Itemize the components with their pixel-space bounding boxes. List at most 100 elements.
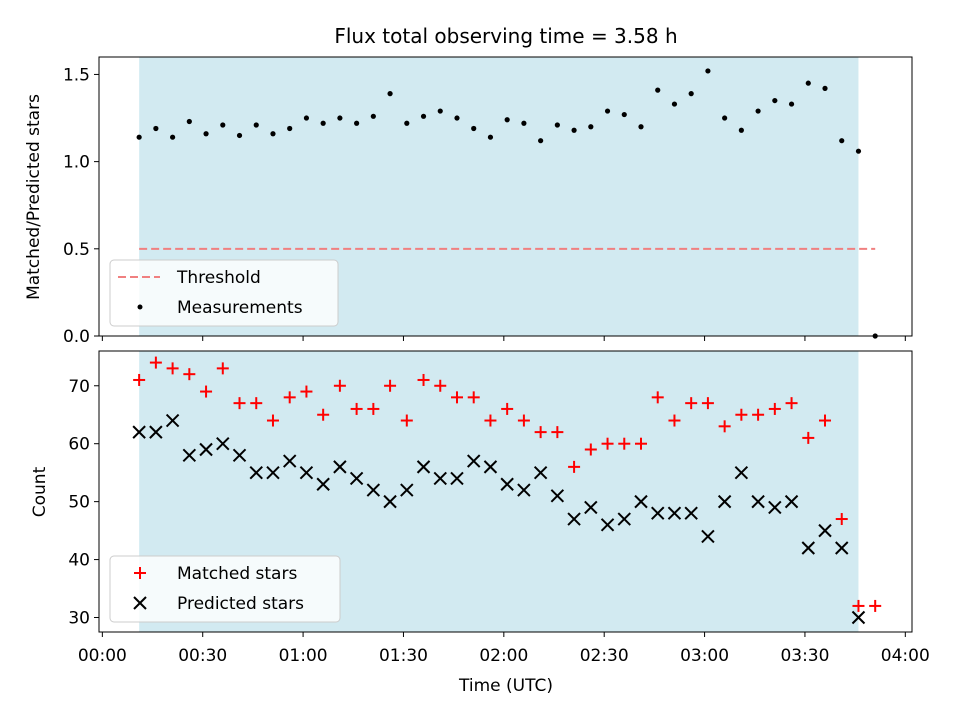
measurement-point [554, 122, 560, 128]
predicted-star-point [533, 465, 548, 480]
predicted-star-point [617, 512, 631, 526]
matched-star-point [668, 414, 681, 427]
predicted-star-point [717, 494, 732, 509]
matched-star-point [149, 356, 162, 369]
measurement-point [337, 115, 343, 121]
matched-star-point [568, 460, 581, 473]
bottom-panel: 30 40 50 60 70 00:00 00:30 01:00 01:30 02:00 02:3… [30, 350, 930, 696]
measurement-point [287, 125, 293, 132]
chart-title: Flux total observing time = 3.58 h [334, 24, 677, 48]
measurement-point [738, 127, 744, 133]
matched-star-point [384, 379, 397, 392]
measurement-points [136, 68, 878, 339]
x-axis-label: Time (UTC) [458, 676, 553, 696]
matched-star-point [735, 408, 748, 421]
measurement-point [755, 108, 761, 114]
matched-star-point [450, 391, 463, 404]
legend-predicted-label: Predicted stars [177, 594, 304, 614]
matched-star-point [651, 391, 664, 404]
matched-star-point [835, 513, 848, 526]
top-legend-box [109, 259, 339, 327]
x-tick-label: 00:00 [78, 646, 127, 666]
matched-star-point [618, 437, 631, 450]
predicted-star-point [282, 454, 297, 468]
matched-star-point [233, 397, 246, 410]
predicted-star-point [450, 471, 464, 486]
top-y-tick-label: 0.5 [63, 240, 90, 260]
matched-star-point [534, 426, 547, 439]
measurement-point [420, 113, 427, 119]
bottom-y-tick-label: 60 [68, 435, 90, 455]
measurement-point [404, 120, 410, 126]
matched-star-point [350, 402, 363, 415]
bottom-axes-frame [98, 350, 913, 633]
predicted-star-point [550, 489, 565, 503]
measurement-point [487, 134, 494, 140]
measurement-point [471, 125, 477, 132]
matched-star-point [300, 385, 313, 398]
matched-star-point [551, 426, 564, 439]
predicted-star-point [132, 425, 146, 439]
x-tick-label: 03:30 [780, 646, 829, 666]
predicted-star-point [299, 465, 314, 480]
matched-star-point [283, 391, 296, 404]
predicted-star-point [634, 494, 648, 509]
measurement-point [220, 122, 226, 128]
matched-star-point [785, 397, 798, 410]
top-y-tick-label: 1.5 [63, 65, 90, 85]
measurement-point [822, 85, 828, 91]
matched-star-point [718, 420, 731, 433]
top-panel: 0.0 0.5 1.0 1.5 Matched/Predicted stars Thr… [24, 56, 913, 347]
predicted-star-point [584, 500, 598, 515]
predicted-star-point [400, 483, 414, 497]
measurement-point [788, 101, 795, 107]
matched-star-point [216, 362, 229, 375]
matched-star-point [484, 414, 497, 427]
measurement-point [705, 68, 711, 74]
matched-star-point [166, 362, 179, 375]
measurement-point [621, 111, 627, 118]
predicted-star-point [667, 506, 682, 520]
measurement-point [655, 87, 661, 93]
predicted-star-point [249, 465, 263, 480]
measurement-point [303, 115, 310, 121]
measurement-point [354, 120, 360, 126]
predicted-star-point [266, 465, 280, 480]
measurement-point [521, 120, 527, 126]
legend-matched-swatch [134, 567, 146, 579]
predicted-star-point [366, 483, 381, 497]
x-tick-label: 04:00 [881, 646, 930, 666]
measurement-point [153, 125, 159, 132]
predicted-star-point [433, 471, 447, 486]
predicted-star-point [851, 610, 866, 625]
measurement-point [604, 108, 611, 114]
matched-star-point [200, 385, 213, 398]
top-y-axis: 0.0 0.5 1.0 1.5 [63, 65, 99, 347]
x-tick-label: 02:30 [580, 646, 629, 666]
predicted-star-point [701, 529, 715, 544]
predicted-star-point [734, 465, 749, 480]
top-legend: Threshold Measurements [109, 259, 339, 327]
matched-star-point [266, 414, 279, 427]
matched-star-point [317, 408, 330, 421]
matched-star-point [434, 379, 447, 392]
x-tick-label: 00:30 [178, 646, 227, 666]
predicted-star-points [132, 413, 866, 625]
matched-star-points [133, 356, 882, 612]
predicted-star-point [165, 413, 180, 428]
predicted-star-point [232, 448, 247, 462]
matched-star-point [802, 431, 815, 444]
predicted-star-point [149, 425, 163, 439]
measurement-point [839, 138, 845, 144]
matched-star-point [601, 437, 614, 450]
bottom-y-tick-label: 40 [68, 551, 90, 571]
measurement-point [688, 91, 694, 97]
measurement-point [186, 118, 192, 125]
matched-star-point [333, 379, 346, 392]
matched-star-point [250, 397, 263, 410]
predicted-star-point [182, 448, 197, 462]
bottom-y-tick-label: 70 [68, 377, 90, 397]
top-x-ticks [101, 336, 906, 341]
predicted-star-point [751, 494, 765, 509]
x-tick-label: 02:00 [479, 646, 528, 666]
